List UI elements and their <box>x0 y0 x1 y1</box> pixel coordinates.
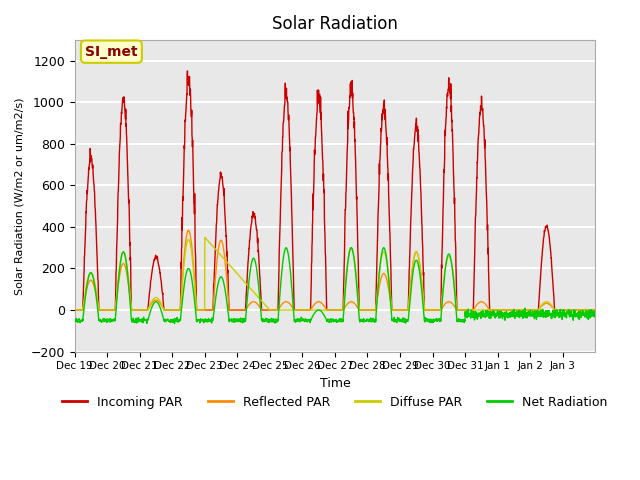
X-axis label: Time: Time <box>319 377 350 390</box>
Title: Solar Radiation: Solar Radiation <box>272 15 398 33</box>
Y-axis label: Solar Radiation (W/m2 or um/m2/s): Solar Radiation (W/m2 or um/m2/s) <box>15 97 25 295</box>
Text: SI_met: SI_met <box>85 45 138 59</box>
Legend: Incoming PAR, Reflected PAR, Diffuse PAR, Net Radiation: Incoming PAR, Reflected PAR, Diffuse PAR… <box>57 391 612 414</box>
